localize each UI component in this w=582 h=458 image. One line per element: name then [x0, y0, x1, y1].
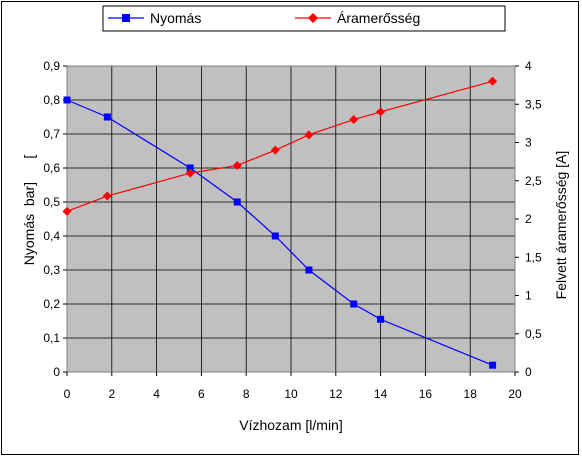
y2-tick-label: 0: [525, 365, 532, 379]
data-point-pressure: [186, 164, 194, 172]
data-point-current: [62, 206, 72, 216]
legend-marker-pressure: [122, 14, 130, 22]
y-axis-title: Nyomás bar] [: [21, 155, 37, 266]
data-point-current: [232, 160, 242, 170]
data-point-pressure: [377, 315, 385, 323]
y-tick-label: 0,7: [43, 127, 60, 141]
x-tick-label: 10: [284, 387, 298, 401]
data-point-pressure: [63, 96, 71, 104]
data-point-pressure: [305, 266, 313, 274]
y-tick-label: 0,5: [43, 195, 60, 209]
x-tick-label: 20: [508, 387, 522, 401]
y-tick-label: 0,1: [43, 331, 60, 345]
x-tick-label: 14: [374, 387, 388, 401]
x-tick-label: 0: [64, 387, 71, 401]
x-axis-title: Vízhozam [l/min]: [239, 417, 342, 433]
y2-tick-label: 1: [525, 289, 532, 303]
x-tick-label: 2: [108, 387, 115, 401]
x-tick-label: 8: [243, 387, 250, 401]
data-point-pressure: [489, 361, 497, 369]
data-point-current: [376, 107, 386, 117]
y-tick-label: 0,2: [43, 297, 60, 311]
x-tick-label: 18: [464, 387, 478, 401]
y2-tick-label: 4: [525, 59, 532, 73]
y-tick-label: 0,9: [43, 59, 60, 73]
data-point-pressure: [233, 198, 241, 206]
y2-tick-label: 1,5: [525, 250, 542, 264]
y2-axis-title: Felvett áramerősség [A]: [553, 151, 569, 300]
y-tick-label: 0,4: [43, 229, 60, 243]
data-point-current: [185, 168, 195, 178]
data-point-current: [349, 115, 359, 125]
data-point-current: [270, 145, 280, 155]
grid: [67, 66, 515, 372]
data-point-current: [488, 76, 498, 86]
data-point-current: [102, 191, 112, 201]
legend: Nyomás Áramerősség: [102, 5, 506, 32]
y2-tick-label: 0,5: [525, 327, 542, 341]
y-tick-label: 0,8: [43, 93, 60, 107]
x-tick-label: 16: [419, 387, 433, 401]
legend-marker-current: [308, 13, 318, 23]
y-tick-label: 0,6: [43, 161, 60, 175]
data-point-current: [304, 130, 314, 140]
y2-tick-label: 3: [525, 136, 532, 150]
legend-label-pressure: Nyomás: [150, 10, 201, 26]
y2-tick-label: 2,5: [525, 174, 542, 188]
x-tick-label: 12: [329, 387, 343, 401]
legend-label-current: Áramerősség: [337, 10, 420, 26]
data-point-pressure: [350, 300, 358, 308]
y-axis-ticks: 0 0,1 0,2 0,3 0,4 0,5 0,6 0,7 0,8 0,9: [43, 59, 67, 379]
y2-axis-ticks: 0 0,5 1 1,5 2 2,5 3 3,5 4: [515, 59, 542, 379]
x-tick-label: 6: [198, 387, 205, 401]
data-point-pressure: [271, 232, 279, 240]
series-layer: [62, 76, 498, 369]
y2-tick-label: 2: [525, 212, 532, 226]
y-tick-label: 0: [53, 365, 60, 379]
data-point-pressure: [103, 113, 111, 121]
x-axis-ticks: 0 2 4 6 8 10 12 14 16 18 20: [64, 372, 522, 401]
x-tick-label: 4: [153, 387, 160, 401]
y2-tick-label: 3,5: [525, 97, 542, 111]
y-tick-label: 0,3: [43, 263, 60, 277]
